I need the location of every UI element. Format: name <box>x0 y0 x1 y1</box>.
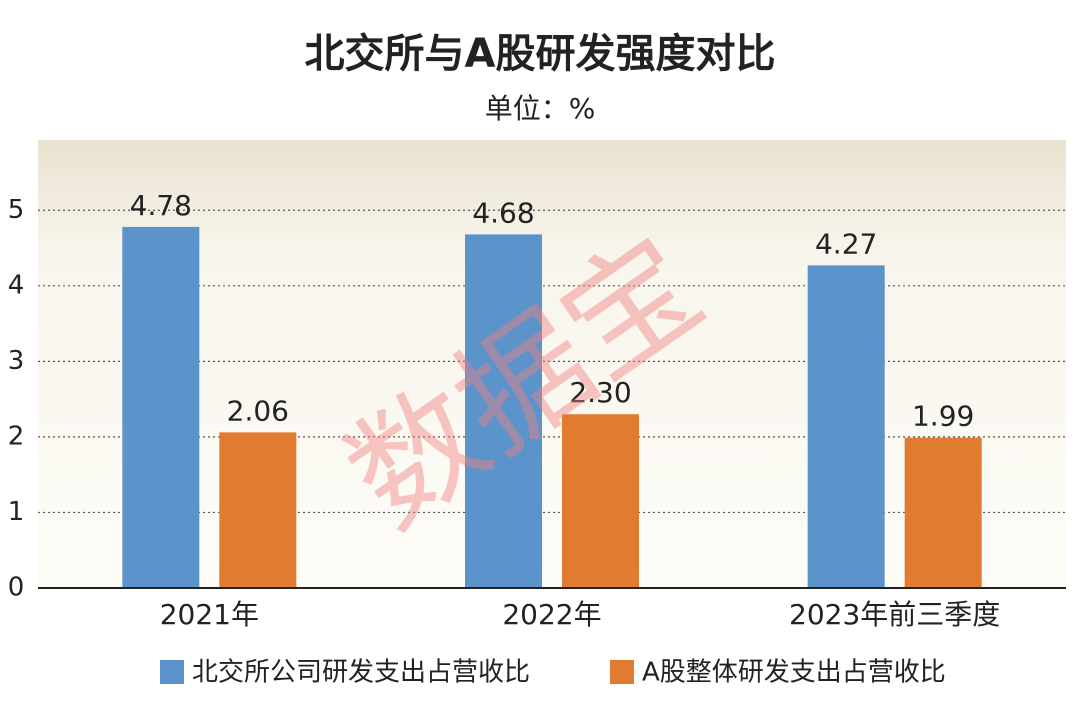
data-label: 4.78 <box>130 189 192 222</box>
bar <box>465 234 542 589</box>
y-tick-label: 3 <box>8 346 25 376</box>
bar <box>562 414 639 588</box>
chart-title: 北交所与A股研发强度对比 <box>305 31 776 77</box>
y-tick-label: 2 <box>8 421 25 451</box>
data-label: 2.30 <box>569 376 631 409</box>
bar <box>807 265 885 588</box>
y-tick-label: 5 <box>8 195 25 225</box>
legend-label: A股整体研发支出占营收比 <box>642 658 946 688</box>
bar <box>904 437 982 588</box>
x-tick-label: 2022年 <box>502 598 601 631</box>
y-tick-label: 4 <box>8 270 25 300</box>
data-label: 2.06 <box>227 394 289 427</box>
legend-swatch <box>610 660 634 684</box>
data-label: 4.27 <box>815 227 877 260</box>
data-label: 1.99 <box>912 400 974 433</box>
bar <box>122 226 200 589</box>
legend-swatch <box>160 660 184 684</box>
chart-subtitle: 单位：% <box>485 92 596 125</box>
y-tick-label: 1 <box>8 497 25 527</box>
data-label: 4.68 <box>472 196 534 229</box>
y-tick-label: 0 <box>8 573 25 603</box>
legend-label: 北交所公司研发支出占营收比 <box>192 658 530 688</box>
plot-area <box>38 140 1066 588</box>
x-tick-label: 2021年 <box>160 598 259 631</box>
bar <box>219 432 297 588</box>
x-tick-label: 2023年前三季度 <box>789 598 1000 631</box>
